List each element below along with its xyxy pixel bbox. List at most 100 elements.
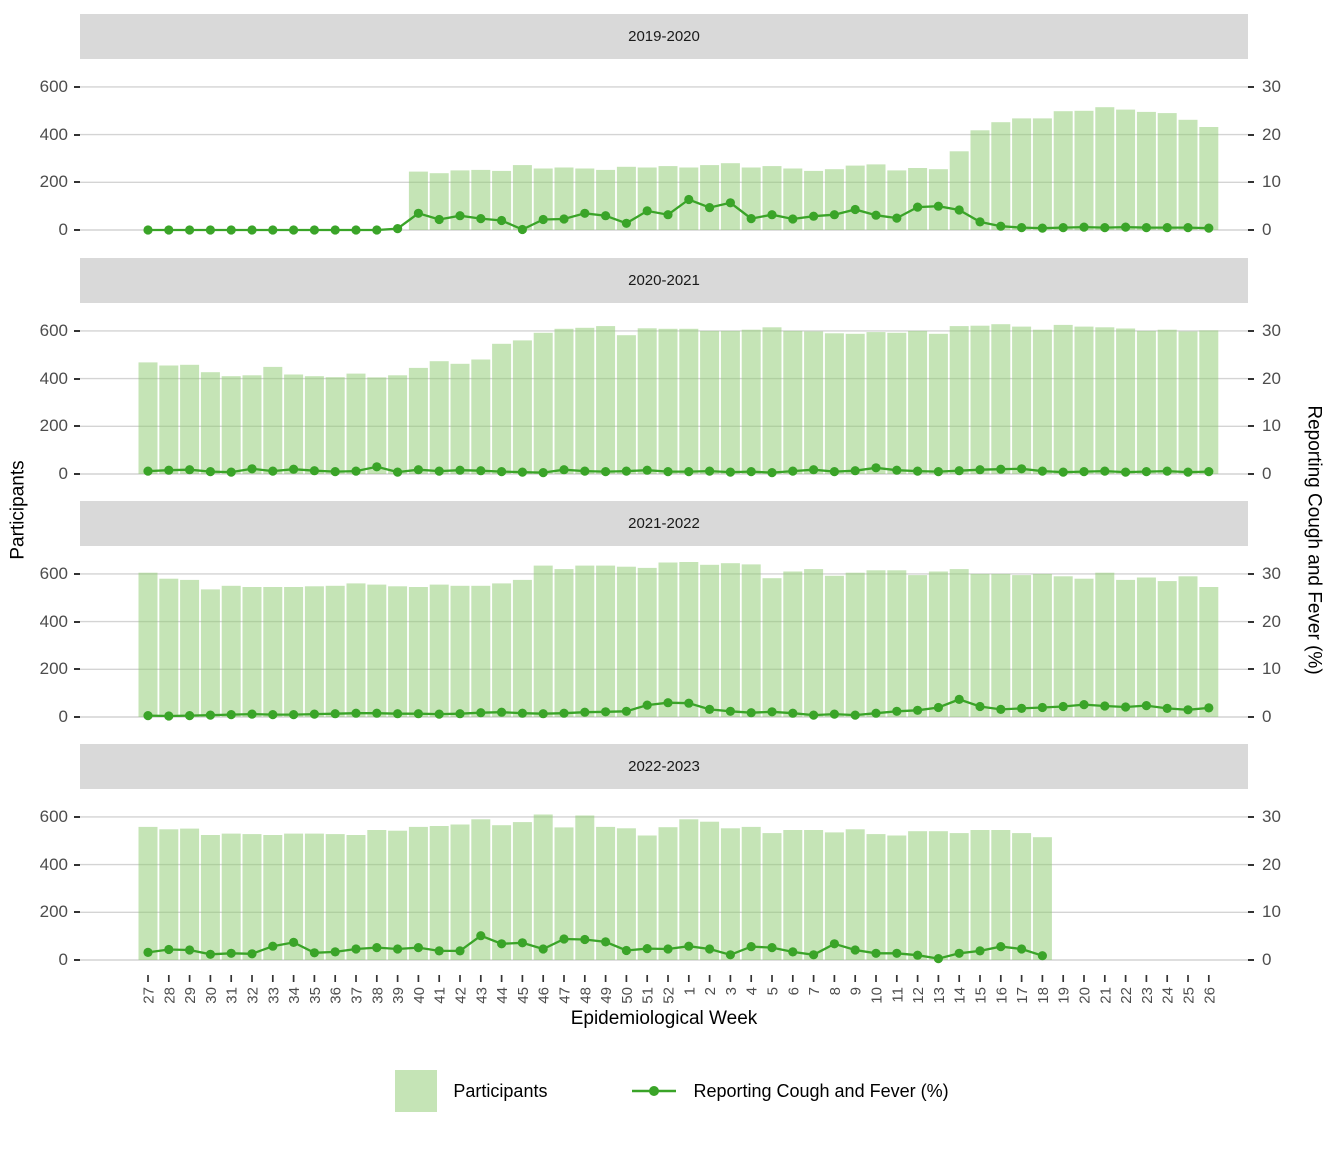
- y-right-tick-mark: [1248, 134, 1254, 136]
- svg-text:36: 36: [328, 987, 345, 1004]
- panel-plot-area: [80, 562, 1248, 721]
- y-right-tick-mark: [1248, 911, 1254, 913]
- svg-text:48: 48: [577, 987, 594, 1004]
- facet-strip-2020-2021: 2020-2021: [80, 258, 1248, 303]
- y-right-tick-mark: [1248, 473, 1254, 475]
- svg-text:6: 6: [785, 987, 802, 995]
- legend-item-cough-fever: Reporting Cough and Fever (%): [631, 1080, 949, 1102]
- y-left-tick-mark: [74, 425, 80, 427]
- svg-text:17: 17: [1014, 987, 1031, 1004]
- svg-text:37: 37: [349, 987, 366, 1004]
- svg-text:30: 30: [203, 987, 220, 1004]
- facet-label: 2022-2023: [628, 758, 700, 775]
- y-left-tick-label: 200: [39, 902, 68, 921]
- svg-text:41: 41: [432, 987, 449, 1004]
- y-left-tick-label: 0: [58, 220, 68, 239]
- svg-text:21: 21: [1097, 987, 1114, 1004]
- svg-text:22: 22: [1118, 987, 1135, 1004]
- y-left-tick-mark: [74, 621, 80, 623]
- y-right-tick-mark: [1248, 864, 1254, 866]
- y-right-tick-label: 0: [1262, 707, 1272, 726]
- legend-label: Participants: [453, 1080, 548, 1101]
- y-right-tick-mark: [1248, 573, 1254, 575]
- svg-text:25: 25: [1181, 987, 1198, 1004]
- y-left-tick-label: 0: [58, 707, 68, 726]
- legend-label: Reporting Cough and Fever (%): [693, 1080, 949, 1101]
- svg-text:4: 4: [744, 987, 761, 995]
- facet-label: 2019-2020: [628, 28, 700, 45]
- y-right-tick-mark: [1248, 181, 1254, 183]
- y-left-tick-label: 600: [39, 564, 68, 583]
- y-right-tick-label: 20: [1262, 125, 1281, 144]
- y-left-tick-mark: [74, 668, 80, 670]
- y-right-tick-label: 20: [1262, 612, 1281, 631]
- y-right-tick-label: 10: [1262, 172, 1281, 191]
- y-left-tick-label: 600: [39, 807, 68, 826]
- svg-text:23: 23: [1139, 987, 1156, 1004]
- svg-text:47: 47: [557, 987, 574, 1004]
- y-left-tick-mark: [74, 181, 80, 183]
- svg-text:3: 3: [723, 987, 740, 995]
- y-right-tick-mark: [1248, 425, 1254, 427]
- y-left-tick-label: 200: [39, 172, 68, 191]
- y-right-tick-mark: [1248, 716, 1254, 718]
- svg-text:27: 27: [141, 987, 158, 1004]
- svg-text:34: 34: [286, 987, 303, 1004]
- svg-text:43: 43: [473, 987, 490, 1004]
- y-left-tick-label: 400: [39, 612, 68, 631]
- svg-text:16: 16: [993, 987, 1010, 1004]
- y-right-tick-label: 0: [1262, 950, 1272, 969]
- y-right-tick-mark: [1248, 816, 1254, 818]
- y-right-tick-mark: [1248, 621, 1254, 623]
- y-left-tick-label: 200: [39, 659, 68, 678]
- svg-text:40: 40: [411, 987, 428, 1004]
- facet-panel-2021-2022: [80, 546, 1248, 732]
- y-right-tick-label: 30: [1262, 77, 1281, 96]
- y-right-tick-label: 30: [1262, 564, 1281, 583]
- y-right-tick-mark: [1248, 86, 1254, 88]
- y-right-tick-label: 10: [1262, 902, 1281, 921]
- y-left-tick-mark: [74, 134, 80, 136]
- facet-label: 2021-2022: [628, 515, 700, 532]
- svg-text:7: 7: [806, 987, 823, 995]
- y-left-tick-label: 600: [39, 321, 68, 340]
- x-axis: 27 28 29 30 31 32 33 34 35 36 37 38 39 40 41 42 43 44 45 46…: [141, 975, 1218, 1004]
- y-left-tick-label: 400: [39, 125, 68, 144]
- svg-text:42: 42: [453, 987, 470, 1004]
- svg-text:32: 32: [245, 987, 262, 1004]
- y-right-tick-label: 30: [1262, 321, 1281, 340]
- svg-text:10: 10: [869, 987, 886, 1004]
- y-left-tick-label: 400: [39, 855, 68, 874]
- legend-item-participants: Participants: [395, 1070, 547, 1112]
- svg-text:52: 52: [661, 987, 678, 1004]
- svg-text:2: 2: [702, 987, 719, 995]
- y-left-tick-mark: [74, 864, 80, 866]
- svg-text:11: 11: [889, 987, 906, 1003]
- svg-text:50: 50: [619, 987, 636, 1004]
- y-left-tick-mark: [74, 86, 80, 88]
- facet-strip-2022-2023: 2022-2023: [80, 744, 1248, 789]
- svg-text:33: 33: [265, 987, 282, 1004]
- svg-text:39: 39: [390, 987, 407, 1004]
- facet-strip-2021-2022: 2021-2022: [80, 501, 1248, 546]
- facet-strip-2019-2020: 2019-2020: [80, 14, 1248, 59]
- svg-text:14: 14: [952, 987, 969, 1004]
- svg-text:35: 35: [307, 987, 324, 1004]
- facet-panel-2019-2020: [80, 59, 1248, 245]
- y-left-tick-mark: [74, 911, 80, 913]
- y-left-tick-mark: [74, 330, 80, 332]
- y-left-tick-mark: [74, 716, 80, 718]
- y-right-tick-mark: [1248, 378, 1254, 380]
- y-right-tick-label: 20: [1262, 855, 1281, 874]
- svg-text:19: 19: [1056, 987, 1073, 1004]
- svg-text:12: 12: [910, 987, 927, 1004]
- svg-text:15: 15: [973, 987, 990, 1004]
- svg-text:8: 8: [827, 987, 844, 995]
- svg-text:44: 44: [494, 987, 511, 1004]
- y-left-tick-mark: [74, 816, 80, 818]
- y-left-tick-mark: [74, 473, 80, 475]
- y-left-tick-label: 0: [58, 950, 68, 969]
- y-left-tick-mark: [74, 229, 80, 231]
- participants-swatch-icon: [395, 1070, 438, 1112]
